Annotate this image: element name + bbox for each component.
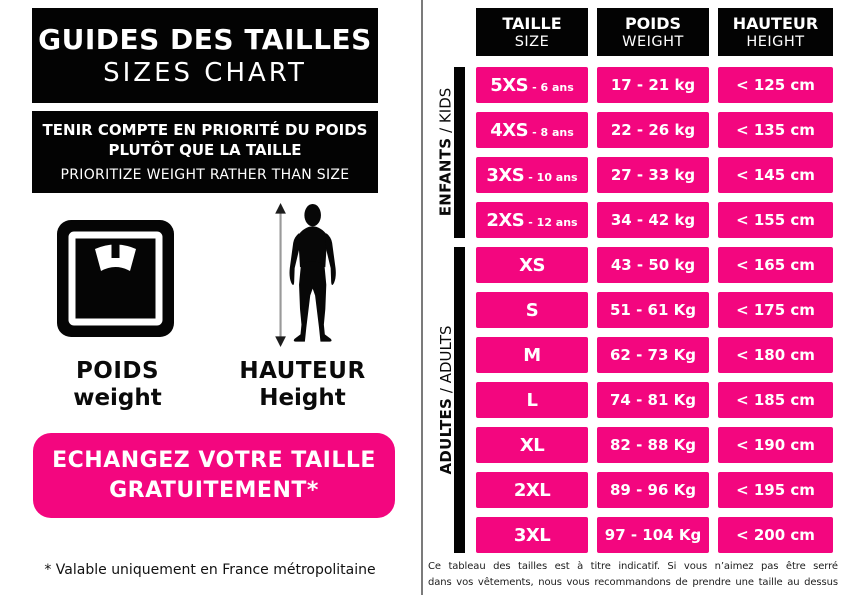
height-cell: < 145 cm xyxy=(718,157,833,193)
header-weight: POIDS WEIGHT xyxy=(597,8,709,56)
height-cell: < 175 cm xyxy=(718,292,833,328)
header-size: TAILLE SIZE xyxy=(476,8,588,56)
size-cell: M xyxy=(476,337,588,373)
weight-cell: 82 - 88 Kg xyxy=(597,427,709,463)
notice-french-line2: PLUTÔT QUE LA TAILLE xyxy=(108,140,302,159)
weight-cell: 97 - 104 Kg xyxy=(597,517,709,553)
height-label: HAUTEUR Height xyxy=(225,358,380,412)
height-label-french: HAUTEUR xyxy=(239,358,366,384)
notice-french-line1: TENIR COMPTE EN PRIORITÉ DU POIDS xyxy=(42,121,368,139)
page-title: GUIDES DES TAILLES SIZES CHART xyxy=(32,8,378,103)
size-cell: XL xyxy=(476,427,588,463)
weight-label: POIDS weight xyxy=(40,358,195,412)
table-row: XL 82 - 88 Kg < 190 cm xyxy=(476,427,833,463)
weight-label-french: POIDS xyxy=(75,358,160,384)
height-cell: < 135 cm xyxy=(718,112,833,148)
height-cell: < 165 cm xyxy=(718,247,833,283)
weight-label-english: weight xyxy=(73,385,162,412)
adults-group-bar xyxy=(454,247,465,553)
person-silhouette-with-height-arrow-icon xyxy=(275,202,336,348)
weight-cell: 22 - 26 kg xyxy=(597,112,709,148)
weight-cell: 34 - 42 kg xyxy=(597,202,709,238)
height-cell: < 200 cm xyxy=(718,517,833,553)
title-english: SIZES CHART xyxy=(103,58,307,88)
height-label-english: Height xyxy=(259,385,346,412)
disclaimer-line1: Ce tableau des tailles est à titre indic… xyxy=(428,561,838,572)
footnote: * Valable uniquement en France métropoli… xyxy=(44,562,376,578)
weight-cell: 89 - 96 Kg xyxy=(597,472,709,508)
weight-cell: 51 - 61 Kg xyxy=(597,292,709,328)
table-header-row: TAILLE SIZE POIDS WEIGHT HAUTEUR HEIGHT xyxy=(476,8,833,56)
height-cell: < 125 cm xyxy=(718,67,833,103)
adults-group-label: ADULTES / ADULTS xyxy=(437,325,455,475)
table-row: 2XL 89 - 96 Kg < 195 cm xyxy=(476,472,833,508)
size-cell: 5XS - 6 ans xyxy=(476,67,588,103)
size-cell: S xyxy=(476,292,588,328)
table-row: 5XS - 6 ans 17 - 21 kg < 125 cm xyxy=(476,67,833,103)
notice-english: PRIORITIZE WEIGHT RATHER THAN SIZE xyxy=(60,167,350,183)
header-height: HAUTEUR HEIGHT xyxy=(718,8,833,56)
size-cell: 3XL xyxy=(476,517,588,553)
table-row: XS 43 - 50 kg < 165 cm xyxy=(476,247,833,283)
priority-notice: TENIR COMPTE EN PRIORITÉ DU POIDS PLUTÔT… xyxy=(32,111,378,193)
person-silhouette xyxy=(289,203,336,342)
weight-cell: 62 - 73 Kg xyxy=(597,337,709,373)
size-cell: 4XS - 8 ans xyxy=(476,112,588,148)
height-cell: < 190 cm xyxy=(718,427,833,463)
weight-cell: 43 - 50 kg xyxy=(597,247,709,283)
table-row: M 62 - 73 Kg < 180 cm xyxy=(476,337,833,373)
height-cell: < 180 cm xyxy=(718,337,833,373)
weight-cell: 27 - 33 kg xyxy=(597,157,709,193)
size-table-body: 5XS - 6 ans 17 - 21 kg < 125 cm 4XS - 8 an… xyxy=(476,67,833,553)
disclaimer-line2: dans vos vêtements, nous vous recommando… xyxy=(428,576,838,588)
table-row: L 74 - 81 Kg < 185 cm xyxy=(476,382,833,418)
height-arrow-icon xyxy=(275,202,286,348)
kids-group-label: ENFANTS / KIDS xyxy=(436,87,455,217)
size-cell: L xyxy=(476,382,588,418)
table-row: 3XS - 10 ans 27 - 33 kg < 145 cm xyxy=(476,157,833,193)
table-row: 3XL 97 - 104 Kg < 200 cm xyxy=(476,517,833,553)
bathroom-scale-icon xyxy=(57,220,174,337)
size-cell: XS xyxy=(476,247,588,283)
vertical-divider xyxy=(421,0,423,595)
title-french: GUIDES DES TAILLES xyxy=(38,23,372,56)
size-cell: 2XS - 12 ans xyxy=(476,202,588,238)
exchange-size-banner[interactable]: ECHANGEZ VOTRE TAILLE GRATUITEMENT* xyxy=(33,433,395,518)
table-disclaimer: Ce tableau des tailles est à titre indic… xyxy=(428,559,838,590)
size-cell: 3XS - 10 ans xyxy=(476,157,588,193)
height-cell: < 185 cm xyxy=(718,382,833,418)
size-cell: 2XL xyxy=(476,472,588,508)
exchange-banner-line1: ECHANGEZ VOTRE TAILLE xyxy=(52,447,376,473)
weight-cell: 74 - 81 Kg xyxy=(597,382,709,418)
height-cell: < 155 cm xyxy=(718,202,833,238)
kids-group-bar xyxy=(454,67,465,238)
table-row: 2XS - 12 ans 34 - 42 kg < 155 cm xyxy=(476,202,833,238)
exchange-banner-line2: GRATUITEMENT* xyxy=(109,477,319,503)
table-row: 4XS - 8 ans 22 - 26 kg < 135 cm xyxy=(476,112,833,148)
table-row: S 51 - 61 Kg < 175 cm xyxy=(476,292,833,328)
height-cell: < 195 cm xyxy=(718,472,833,508)
weight-cell: 17 - 21 kg xyxy=(597,67,709,103)
